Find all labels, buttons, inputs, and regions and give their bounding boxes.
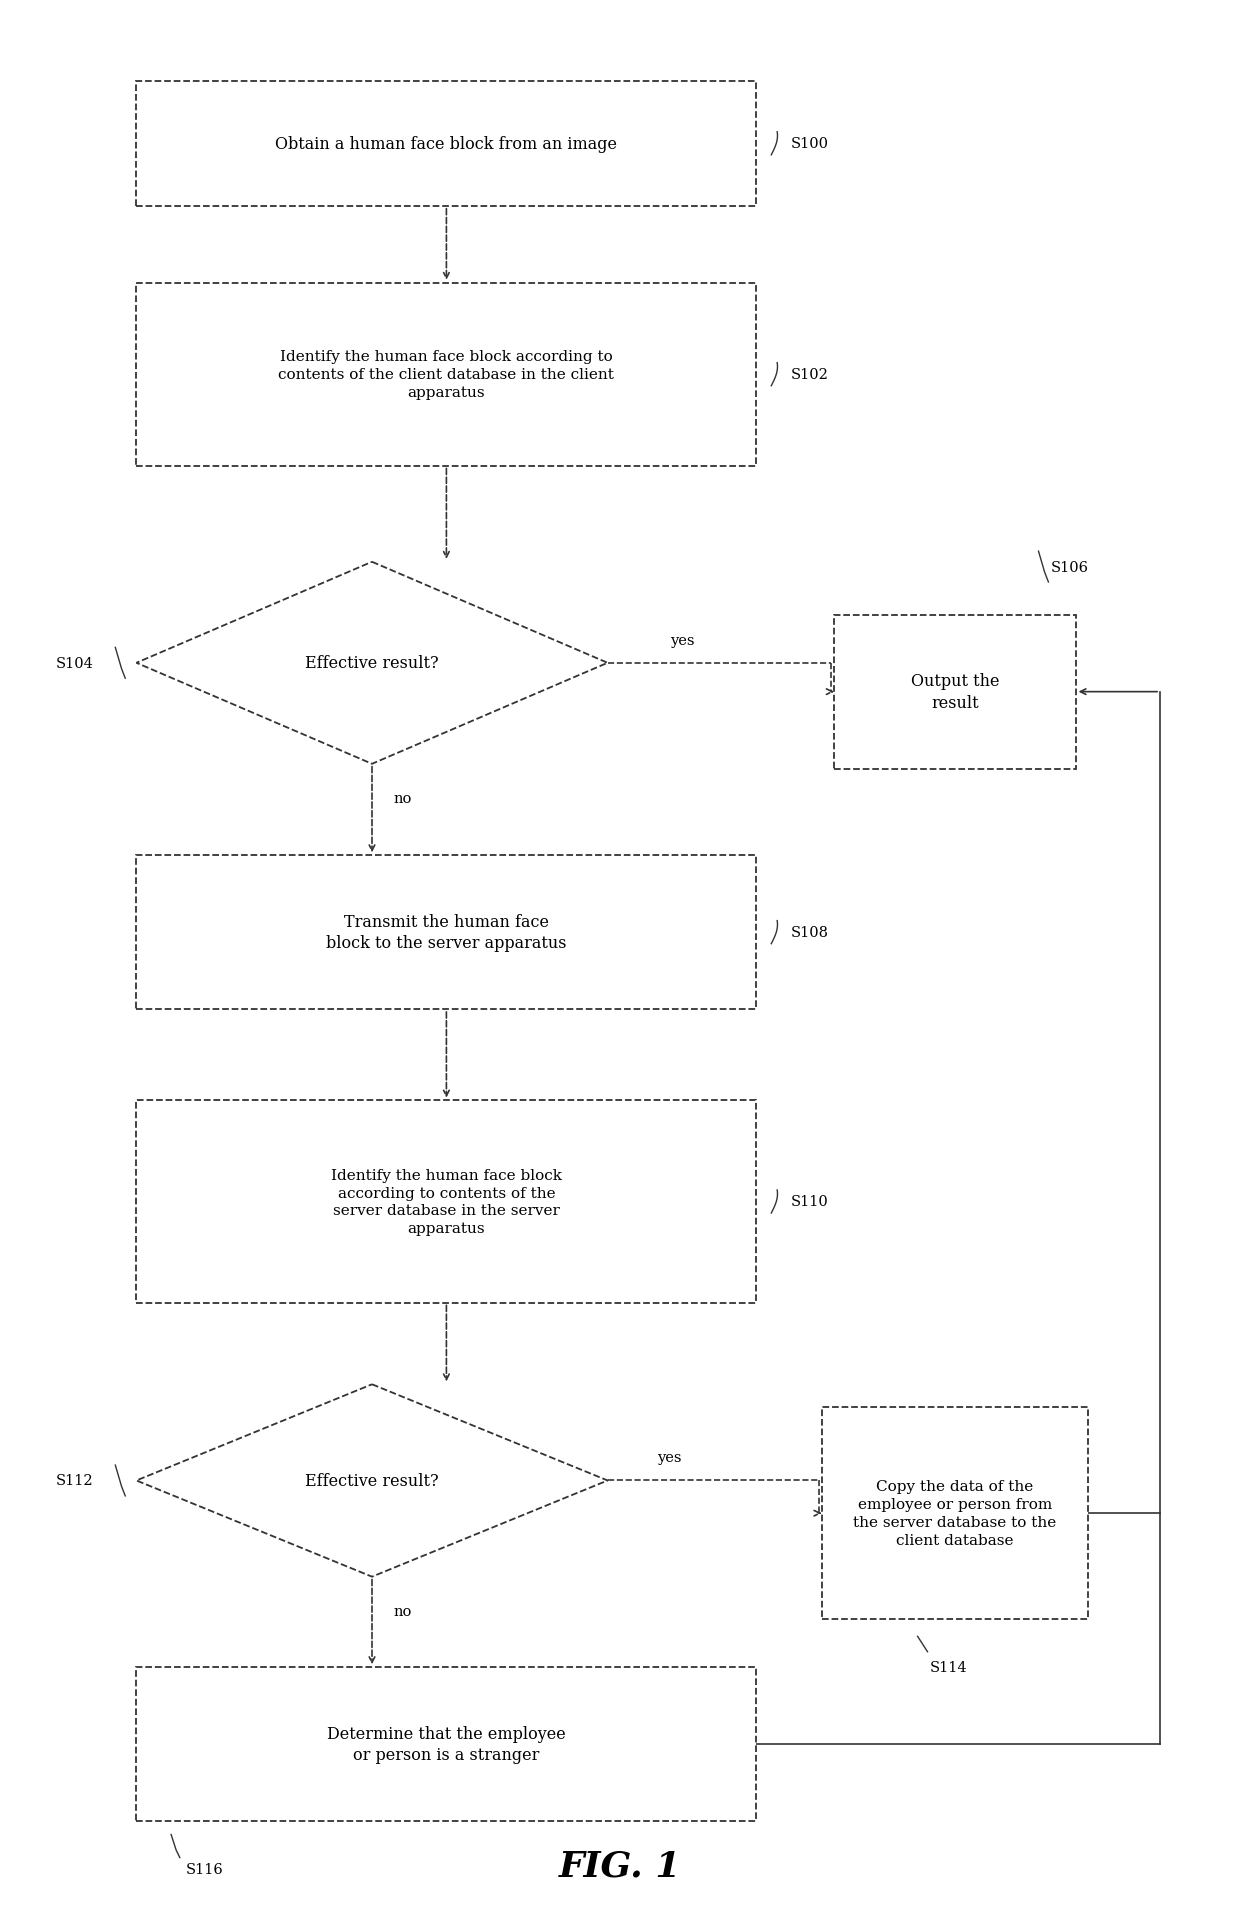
Text: Copy the data of the
employee or person from
the server database to the
client d: Copy the data of the employee or person …: [853, 1479, 1056, 1548]
Text: FIG. 1: FIG. 1: [559, 1848, 681, 1883]
Text: yes: yes: [670, 633, 694, 648]
Text: S104: S104: [56, 656, 94, 671]
Text: Obtain a human face block from an image: Obtain a human face block from an image: [275, 137, 618, 152]
FancyBboxPatch shape: [136, 1100, 756, 1304]
Text: S102: S102: [791, 367, 830, 383]
Text: S110: S110: [791, 1194, 828, 1210]
FancyBboxPatch shape: [136, 1667, 756, 1821]
FancyBboxPatch shape: [833, 615, 1075, 769]
Text: Effective result?: Effective result?: [305, 656, 439, 671]
Text: S108: S108: [791, 925, 830, 940]
Text: Identify the human face block
according to contents of the
server database in th: Identify the human face block according …: [331, 1167, 562, 1236]
Polygon shape: [136, 1385, 608, 1577]
FancyBboxPatch shape: [136, 856, 756, 1010]
FancyBboxPatch shape: [136, 83, 756, 208]
Text: no: no: [394, 792, 412, 806]
Text: no: no: [394, 1604, 412, 1619]
Text: S114: S114: [930, 1660, 967, 1675]
FancyBboxPatch shape: [136, 285, 756, 467]
Text: S116: S116: [186, 1861, 223, 1877]
Text: Output the
result: Output the result: [910, 673, 999, 712]
Text: Identify the human face block according to
contents of the client database in th: Identify the human face block according …: [279, 350, 614, 400]
FancyBboxPatch shape: [821, 1408, 1089, 1619]
Text: Transmit the human face
block to the server apparatus: Transmit the human face block to the ser…: [326, 913, 567, 952]
Text: Effective result?: Effective result?: [305, 1473, 439, 1488]
Text: yes: yes: [657, 1450, 682, 1465]
Text: S106: S106: [1052, 560, 1089, 575]
Text: S100: S100: [791, 137, 830, 152]
Text: S112: S112: [56, 1473, 93, 1488]
Polygon shape: [136, 563, 608, 763]
Text: Determine that the employee
or person is a stranger: Determine that the employee or person is…: [327, 1725, 565, 1763]
